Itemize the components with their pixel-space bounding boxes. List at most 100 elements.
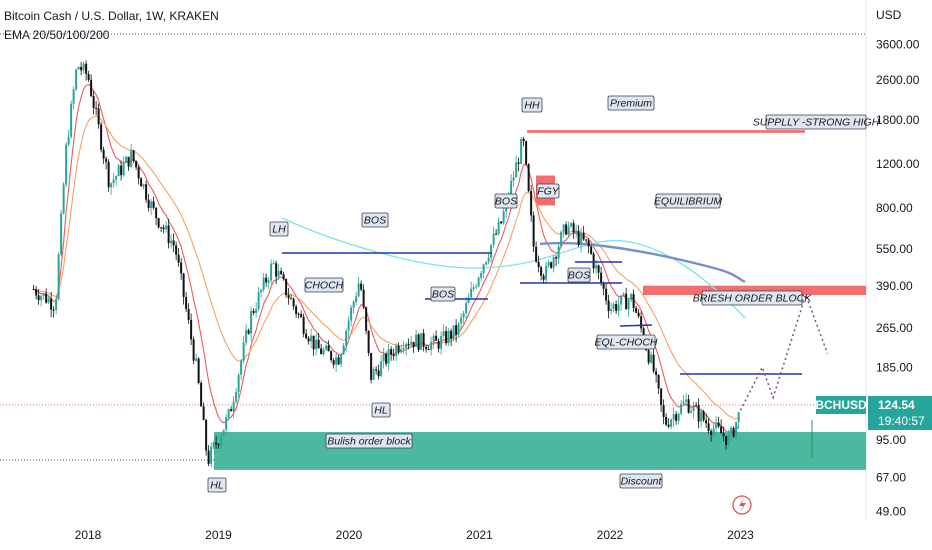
candle-body	[125, 156, 128, 163]
ema50-line	[33, 115, 739, 420]
candle-body	[362, 289, 365, 308]
candle-body	[325, 345, 328, 350]
candle-body	[292, 298, 295, 307]
y-tick-label: 3600.00	[876, 38, 920, 52]
candle-body	[487, 257, 490, 262]
indicator-label: EMA 20/50/100/200	[4, 28, 110, 42]
annotation-text: Bulish order block	[327, 436, 411, 448]
candle-body	[710, 430, 713, 435]
supply-zone	[527, 130, 805, 133]
candle-body	[75, 69, 78, 90]
candle-body	[462, 313, 465, 318]
candle-body	[367, 330, 370, 353]
candle-body	[472, 287, 475, 289]
candle-body	[662, 404, 665, 418]
annotation-box	[536, 183, 560, 199]
annotation-box	[619, 473, 663, 489]
candle-body	[470, 288, 473, 298]
y-tick-label: 185.00	[876, 360, 913, 374]
candle-body	[245, 330, 248, 343]
candle-body	[560, 231, 563, 247]
lightning-icon-bolt	[739, 498, 746, 512]
candle-body	[397, 345, 400, 352]
candle-body	[107, 161, 110, 188]
candle-body	[687, 399, 690, 413]
candle-body	[595, 265, 598, 269]
candle-body	[352, 301, 355, 308]
candle-body	[587, 240, 590, 247]
candle-body	[237, 374, 240, 392]
candle-body	[417, 334, 420, 350]
candle-body	[127, 156, 130, 167]
candle-body	[717, 422, 720, 427]
candle-body	[637, 312, 640, 317]
lightning-icon	[732, 495, 752, 515]
candle-body	[680, 403, 683, 414]
candle-body	[670, 419, 673, 427]
annotation-bos2: BOS	[430, 286, 456, 302]
candle-body	[405, 343, 408, 349]
candle-body	[272, 263, 275, 265]
candle-body	[387, 349, 390, 364]
candle-body	[360, 283, 363, 290]
candle-body	[112, 179, 115, 184]
candle-body	[62, 184, 65, 214]
candle-body	[230, 409, 233, 412]
candle-body	[557, 246, 560, 259]
candle-body	[370, 352, 373, 380]
candle-body	[612, 304, 615, 309]
candle-body	[427, 349, 430, 351]
annotation-hh: HH	[521, 97, 543, 113]
candle-body	[310, 335, 313, 342]
candle-body	[177, 254, 180, 263]
candle-body	[257, 292, 260, 310]
candle-body	[130, 150, 133, 167]
candle-body	[265, 277, 268, 283]
candle-body	[282, 274, 285, 279]
candle-body	[435, 335, 438, 341]
symbol-text: BCHUSD	[815, 398, 867, 412]
candle-body	[220, 436, 223, 445]
y-tick-label: 1200.00	[876, 157, 920, 171]
candle-body	[90, 79, 93, 97]
candle-body	[712, 428, 715, 435]
candle-body	[552, 257, 555, 268]
candle-body	[330, 351, 333, 361]
candle-body	[202, 406, 205, 421]
candle-body	[727, 434, 730, 445]
candle-body	[667, 424, 670, 427]
candle-body	[535, 246, 538, 262]
candle-body	[537, 261, 540, 268]
candle-body	[175, 245, 178, 255]
candle-body	[615, 304, 618, 311]
candle-body	[705, 420, 708, 424]
candle-body	[77, 66, 80, 70]
candle-body	[725, 436, 728, 445]
candle-body	[315, 339, 318, 350]
candle-body	[285, 278, 288, 296]
x-tick-label: 2022	[597, 528, 624, 542]
candle-body	[697, 405, 700, 422]
candle-body	[42, 293, 45, 296]
candle-body	[307, 338, 310, 342]
candle-body	[147, 199, 150, 208]
candle-body	[660, 388, 663, 405]
candle-body	[467, 297, 470, 304]
candle-body	[555, 257, 558, 259]
countdown-text: 19:40:57	[878, 414, 925, 428]
candle-body	[415, 334, 418, 348]
candle-body	[707, 423, 710, 431]
lightning-icon-ring	[732, 495, 752, 515]
candle-body	[267, 280, 270, 283]
candle-body	[200, 382, 203, 407]
candle-body	[492, 233, 495, 245]
candle-body	[35, 289, 38, 296]
candle-body	[512, 177, 515, 181]
candle-body	[185, 296, 188, 310]
candle-body	[290, 298, 293, 300]
candle-body	[635, 307, 638, 313]
candle-body	[140, 178, 143, 187]
candle-body	[105, 158, 108, 162]
candle-body	[580, 232, 583, 245]
